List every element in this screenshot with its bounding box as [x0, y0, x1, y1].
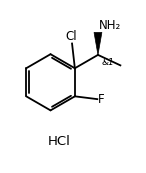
Text: Cl: Cl	[66, 30, 77, 43]
Text: F: F	[98, 93, 105, 106]
Polygon shape	[94, 32, 102, 55]
Text: HCl: HCl	[47, 135, 70, 148]
Text: NH₂: NH₂	[99, 19, 121, 32]
Text: &1: &1	[101, 58, 114, 67]
